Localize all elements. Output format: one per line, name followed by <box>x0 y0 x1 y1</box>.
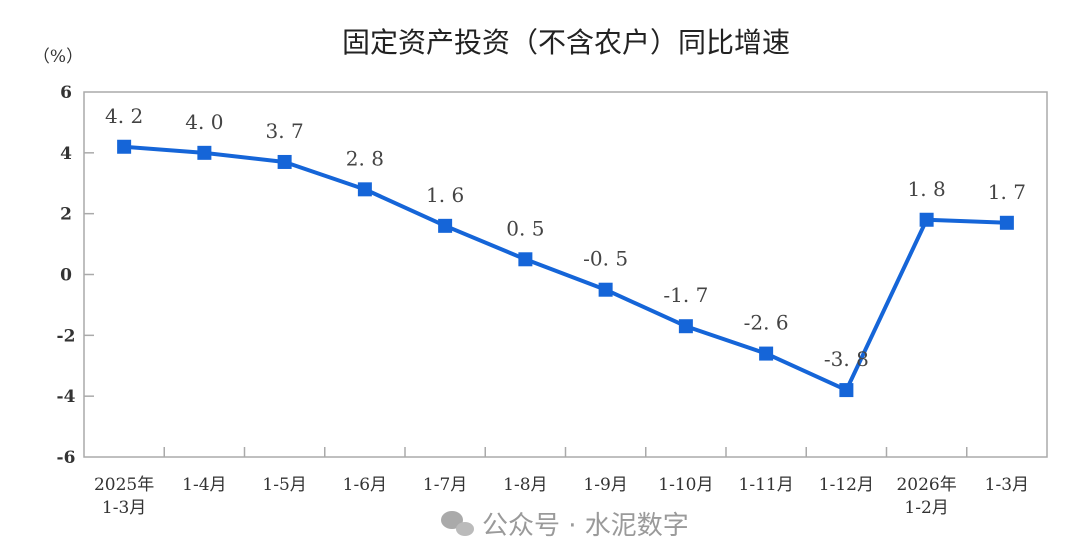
data-label: 1. 6 <box>426 183 464 207</box>
data-label: 3. 7 <box>266 119 304 143</box>
data-point <box>277 154 292 169</box>
x-tick-label: 1-11月 <box>739 475 794 495</box>
data-label: 2. 8 <box>346 146 384 170</box>
wechat-icon <box>441 511 474 536</box>
chart-title: 固定资产投资（不含农户）同比增速 <box>342 26 790 59</box>
data-point <box>117 139 132 154</box>
series-line <box>123 144 1007 393</box>
data-label: 0. 5 <box>506 216 544 240</box>
y-tick-label: 2 <box>60 205 72 225</box>
data-point <box>839 383 854 398</box>
x-tick-label: 1-3月 <box>985 475 1029 495</box>
data-point <box>357 182 372 197</box>
watermark-text: 公众号 · 水泥数字 <box>482 511 689 541</box>
y-tick-label: -6 <box>57 448 76 468</box>
data-point <box>678 319 693 334</box>
y-tick-label: 0 <box>60 266 72 286</box>
data-point <box>518 252 533 267</box>
x-tick-label: 2026年 1-2月 <box>896 475 956 518</box>
x-tick-label: 1-7月 <box>423 475 467 495</box>
data-label: 1. 7 <box>988 180 1026 204</box>
data-label: -1. 7 <box>663 283 708 307</box>
data-label: -2. 6 <box>744 311 789 335</box>
data-label: 4. 0 <box>185 110 223 134</box>
y-tick-label: -4 <box>57 387 76 407</box>
x-tick-label: 1-6月 <box>343 475 387 495</box>
y-axis-unit: （%） <box>33 47 83 67</box>
x-tick-label: 1-5月 <box>262 475 306 495</box>
data-label: 1. 8 <box>908 177 946 201</box>
data-point <box>999 215 1014 230</box>
data-point <box>598 282 613 297</box>
data-label: -3. 8 <box>824 347 869 371</box>
x-tick-label: 1-8月 <box>503 475 547 495</box>
x-tick-label: 1-10月 <box>658 475 713 495</box>
y-tick-label: 4 <box>60 144 72 164</box>
data-point <box>759 346 774 361</box>
x-tick-label: 1-4月 <box>182 475 226 495</box>
x-tick-label: 1-12月 <box>819 475 874 495</box>
watermark: 公众号 · 水泥数字 <box>441 511 689 541</box>
data-label: 4. 2 <box>105 104 143 128</box>
data-point <box>438 218 453 233</box>
x-tick-label: 1-9月 <box>583 475 627 495</box>
data-point <box>919 212 934 227</box>
data-label: -0. 5 <box>583 247 628 271</box>
y-tick-label: 6 <box>60 83 72 103</box>
data-point <box>197 145 212 160</box>
y-tick-label: -2 <box>57 326 76 346</box>
x-tick-label: 2025年 1-3月 <box>94 475 154 518</box>
